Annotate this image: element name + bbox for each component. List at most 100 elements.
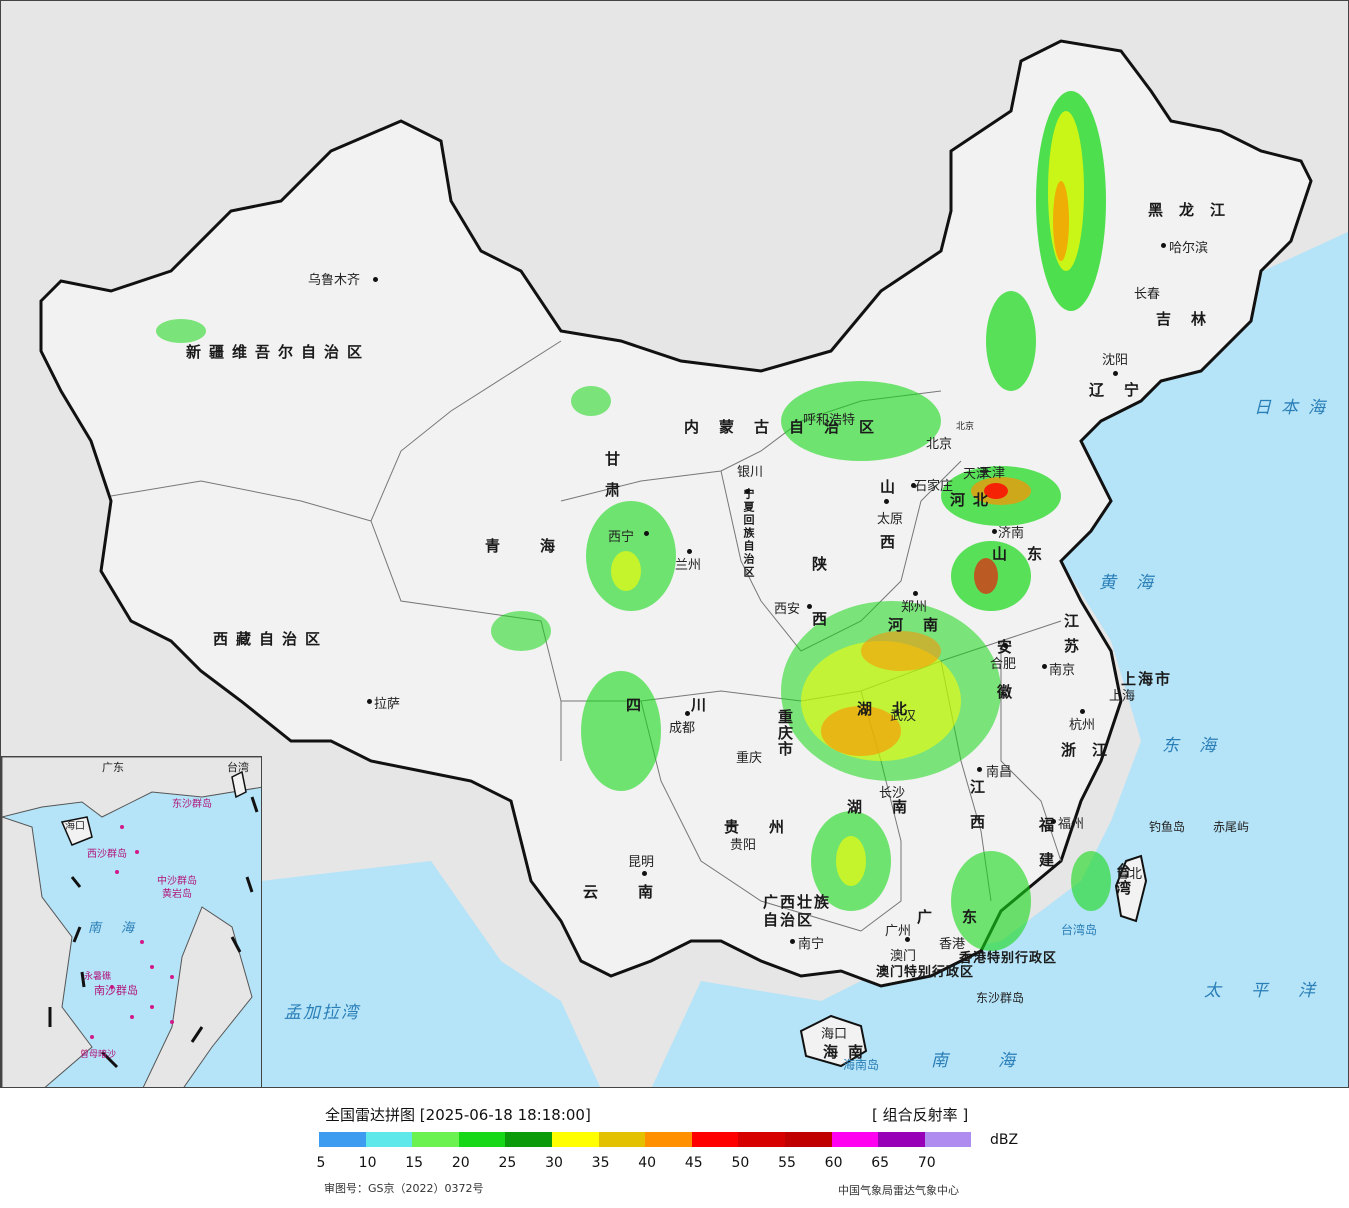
province-taiwan: 台湾 bbox=[1114, 863, 1132, 897]
label-taiwan-island: 台湾岛 bbox=[1061, 923, 1098, 937]
sea-pacific: 太平洋 bbox=[1204, 981, 1345, 1001]
inset-label-nansha: 南沙群岛 bbox=[94, 984, 138, 997]
inset-label-xisha: 西沙群岛 bbox=[87, 849, 127, 860]
approval-number: 审图号：GS京（2022）0372号 bbox=[324, 1182, 484, 1195]
city-taiyuan: 太原 bbox=[877, 512, 904, 527]
label-diaoyu: 钓鱼岛 bbox=[1149, 820, 1186, 834]
city-dot bbox=[884, 499, 889, 504]
taiwan-island bbox=[1114, 854, 1148, 923]
city-hangzhou: 杭州 bbox=[1069, 718, 1096, 733]
province-xizang: 西藏自治区 bbox=[213, 630, 329, 648]
city-kunming: 昆明 bbox=[628, 855, 655, 870]
province-macau: 澳门特别行政区 bbox=[876, 965, 975, 980]
inset-label-yongshu: 永暑礁 bbox=[84, 972, 112, 982]
city-dot bbox=[685, 711, 690, 716]
province-jiangxi: 江西 bbox=[968, 779, 986, 849]
sea-donghai: 东海 bbox=[1162, 736, 1236, 756]
city-lanzhou: 兰州 bbox=[675, 558, 702, 573]
city-nanchang: 南昌 bbox=[986, 765, 1013, 780]
city-dot bbox=[642, 871, 647, 876]
city-zhengzhou: 郑州 bbox=[901, 600, 928, 615]
colorbar-swatch bbox=[784, 1132, 832, 1147]
city-dot bbox=[911, 483, 916, 488]
inset-label-huangyan: 黄岩岛 bbox=[162, 889, 192, 900]
inset-label-dongsha: 东沙群岛 bbox=[172, 799, 212, 810]
city-changchun: 长春 bbox=[1134, 287, 1161, 302]
colorbar-swatch bbox=[458, 1132, 506, 1147]
province-guangxi: 广西壮族自治区 bbox=[763, 893, 832, 929]
colorbar-swatch bbox=[831, 1132, 879, 1147]
colorbar-swatch bbox=[738, 1132, 785, 1147]
city-jinan: 济南 bbox=[998, 526, 1025, 541]
legend-tick-label: 40 bbox=[638, 1155, 657, 1171]
province-guizhou: 贵州 bbox=[724, 818, 815, 836]
sea-east bbox=[651, 301, 1348, 1087]
province-jiangsu: 江苏 bbox=[1062, 613, 1080, 663]
legend-tick-label: 50 bbox=[731, 1155, 750, 1171]
inset-label-zengmu: 曾母暗沙 bbox=[80, 1050, 117, 1060]
city-fuzhou: 福州 bbox=[1058, 817, 1085, 832]
label-dongsha: 东沙群岛 bbox=[976, 991, 1025, 1005]
hainan-island bbox=[799, 1014, 868, 1068]
city-dot bbox=[745, 489, 750, 494]
province-heilongjiang: 黑龙江 bbox=[1148, 201, 1242, 219]
city-nanjing: 南京 bbox=[1049, 663, 1076, 678]
inset-canvas bbox=[2, 757, 261, 1087]
province-liaoning: 辽宁 bbox=[1089, 381, 1160, 399]
radar-echoes bbox=[156, 91, 1111, 951]
label-beijing-prov: 北京 bbox=[956, 422, 975, 432]
city-dot bbox=[1051, 819, 1056, 824]
sea-bengal: 孟加拉湾 bbox=[284, 1003, 360, 1023]
city-dot bbox=[1042, 664, 1047, 669]
province-shanxi: 山西 bbox=[878, 479, 896, 589]
colorbar-swatch bbox=[645, 1132, 692, 1147]
sea-japan bbox=[1191, 231, 1348, 421]
city-dot bbox=[687, 549, 692, 554]
province-henan: 河南 bbox=[888, 616, 959, 634]
legend-tick-label: 5 bbox=[316, 1155, 326, 1171]
city-xining: 西宁 bbox=[608, 530, 635, 545]
city-dot bbox=[1113, 371, 1118, 376]
city-hongkong: 香港 bbox=[939, 937, 966, 952]
province-qinghai: 青海 bbox=[485, 537, 596, 555]
colorbar-swatch bbox=[412, 1132, 459, 1147]
city-shijiazhuang: 石家庄 bbox=[914, 479, 954, 494]
colorbar-swatch bbox=[691, 1132, 739, 1147]
label-hainan-island: 海南岛 bbox=[843, 1058, 880, 1072]
sea-nanhai: 南海 bbox=[931, 1051, 1065, 1071]
colorbar-swatch bbox=[319, 1132, 366, 1147]
city-lhasa: 拉萨 bbox=[374, 697, 401, 712]
legend-title: 全国雷达拼图 [2025-06-18 18:18:00] bbox=[325, 1104, 591, 1125]
legend: 全国雷达拼图 [2025-06-18 18:18:00] [ 组合反射率 ] d… bbox=[0, 1088, 1349, 1208]
province-chongqing: 重庆市 bbox=[776, 709, 794, 757]
province-ningxia: 宁夏回族自治区 bbox=[742, 488, 755, 579]
legend-tick-label: 10 bbox=[358, 1155, 377, 1171]
city-dot bbox=[992, 529, 997, 534]
legend-tick-label: 15 bbox=[405, 1155, 424, 1171]
sea-huanghai: 黄海 bbox=[1099, 573, 1173, 593]
inset-label-zhongsha: 中沙群岛 bbox=[157, 876, 197, 887]
sea-bay-of-bengal bbox=[261, 861, 601, 1087]
legend-tick-label: 45 bbox=[684, 1155, 703, 1171]
province-hongkong: 香港特别行政区 bbox=[959, 951, 1058, 966]
legend-tick-label: 30 bbox=[545, 1155, 563, 1171]
city-beijing: 北京 bbox=[926, 437, 953, 452]
city-dot bbox=[977, 767, 982, 772]
city-wuhan: 武汉 bbox=[890, 709, 917, 724]
city-hohhot: 呼和浩特 bbox=[803, 413, 856, 428]
legend-tick-label: 25 bbox=[498, 1155, 517, 1171]
colorbar-swatch bbox=[551, 1132, 599, 1147]
legend-tick-label: 20 bbox=[451, 1155, 470, 1171]
province-gansu: 甘肃 bbox=[603, 451, 621, 513]
city-shanghai: 上海 bbox=[1109, 689, 1136, 704]
province-shaanxi: 陕西 bbox=[810, 556, 828, 666]
legend-product: [ 组合反射率 ] bbox=[872, 1106, 969, 1124]
province-shandong: 山东 bbox=[992, 545, 1063, 563]
province-hubei: 湖北 bbox=[857, 700, 928, 718]
colorbar-swatch bbox=[878, 1132, 925, 1147]
city-dot bbox=[1161, 243, 1166, 248]
city-xian: 西安 bbox=[774, 602, 801, 617]
legend-tick-label: 60 bbox=[824, 1155, 843, 1171]
colorbar-swatch bbox=[924, 1132, 972, 1147]
city-urumqi: 乌鲁木齐 bbox=[308, 273, 361, 288]
